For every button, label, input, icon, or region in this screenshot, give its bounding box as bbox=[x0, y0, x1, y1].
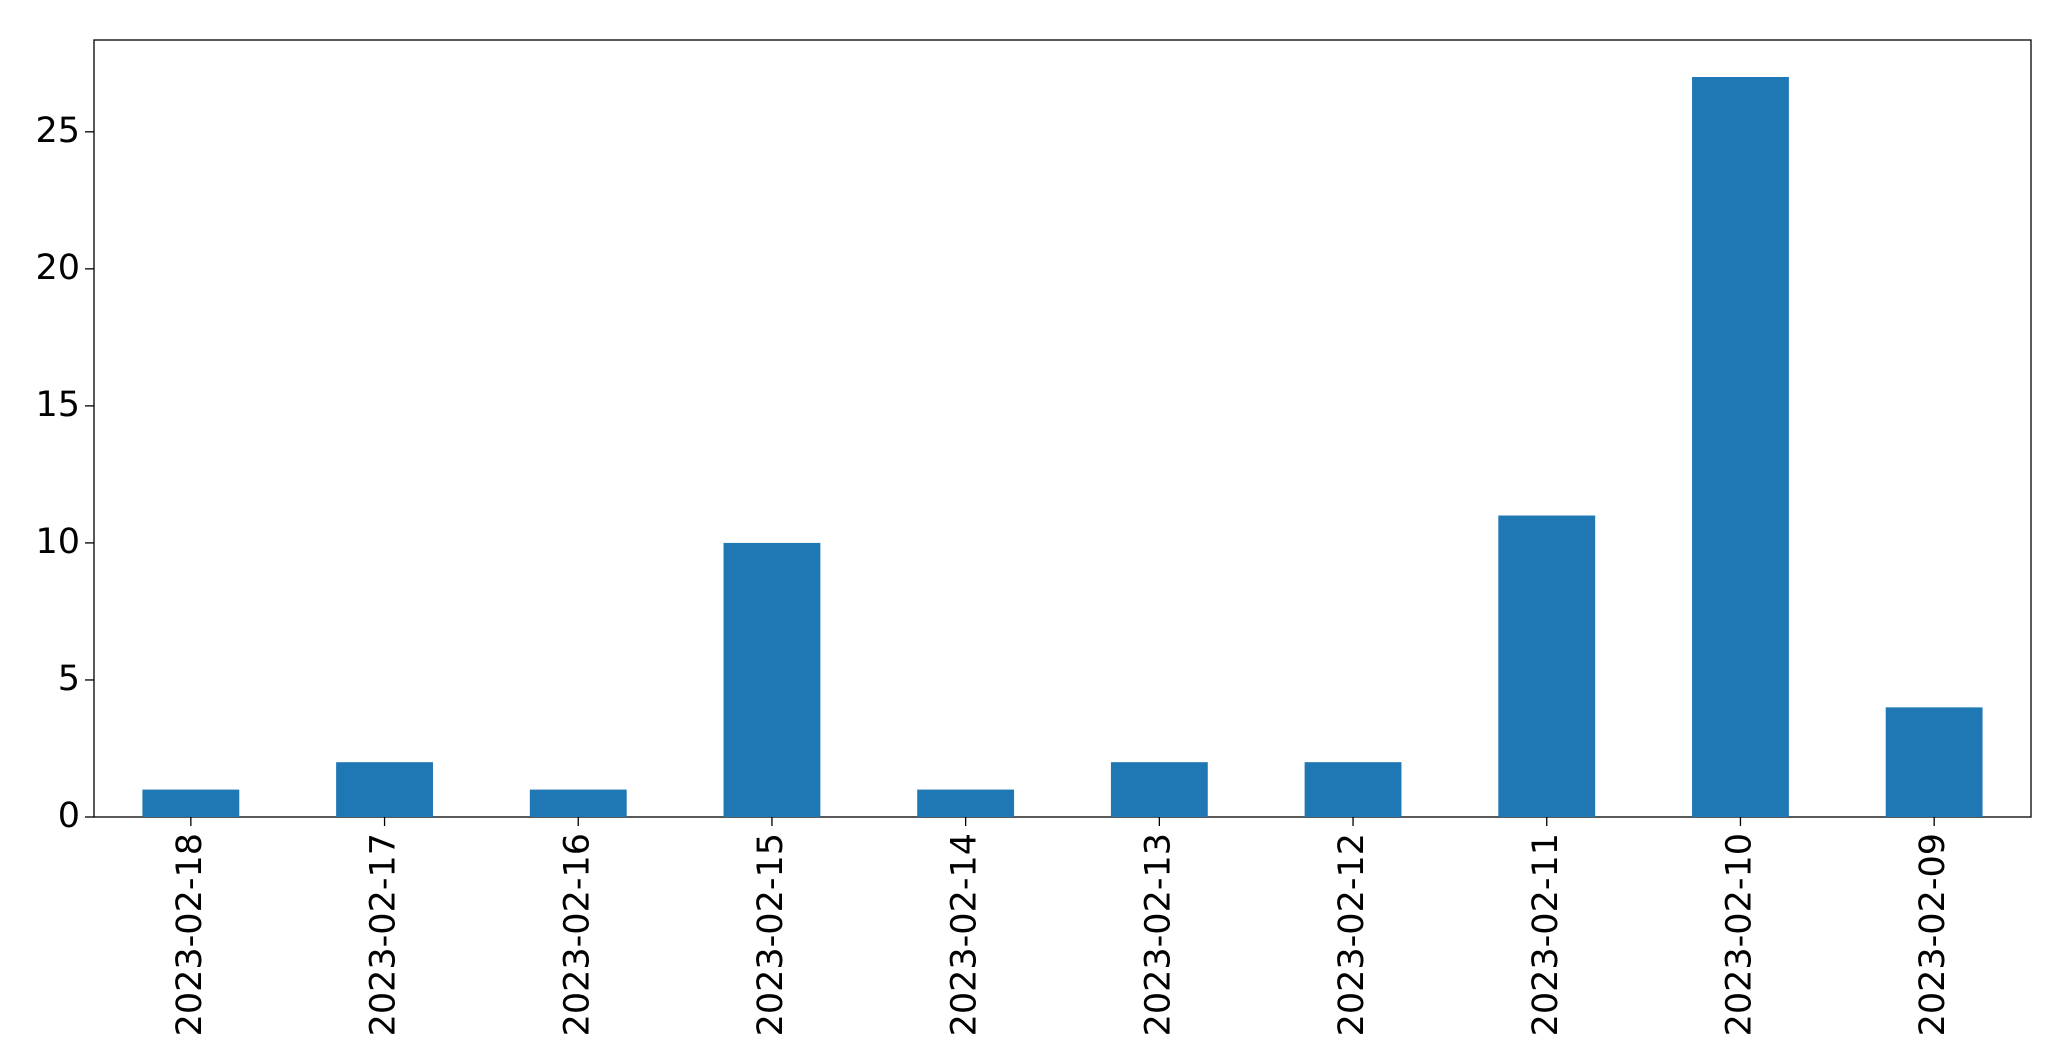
x-tick-label: 2023-02-18 bbox=[170, 833, 210, 1036]
x-tick-label: 2023-02-14 bbox=[945, 833, 985, 1036]
x-tick-label: 2023-02-12 bbox=[1332, 833, 1372, 1036]
y-tick-label: 20 bbox=[35, 248, 80, 288]
x-tick-label: 2023-02-10 bbox=[1719, 833, 1759, 1036]
bar bbox=[142, 789, 240, 817]
bar bbox=[1692, 77, 1789, 817]
y-tick-label: 15 bbox=[35, 385, 80, 425]
bar bbox=[1304, 762, 1402, 817]
y-tick-label: 25 bbox=[35, 111, 80, 151]
bar bbox=[1885, 707, 1983, 817]
bar bbox=[917, 789, 1015, 817]
bar bbox=[529, 789, 627, 817]
bar bbox=[1498, 515, 1596, 817]
x-tick-label: 2023-02-15 bbox=[751, 833, 791, 1036]
x-tick-label: 2023-02-13 bbox=[1138, 833, 1178, 1036]
y-tick-label: 10 bbox=[35, 522, 80, 562]
bar bbox=[336, 762, 433, 817]
x-tick-label: 2023-02-11 bbox=[1526, 833, 1566, 1036]
bar bbox=[723, 542, 821, 817]
x-tick-label: 2023-02-17 bbox=[364, 833, 404, 1036]
x-tick-label: 2023-02-16 bbox=[557, 833, 597, 1036]
y-tick-label: 5 bbox=[58, 659, 80, 699]
plot-frame bbox=[93, 39, 2032, 818]
x-tick-label: 2023-02-09 bbox=[1913, 833, 1953, 1036]
bar bbox=[1110, 762, 1208, 817]
y-tick-label: 0 bbox=[58, 796, 80, 836]
